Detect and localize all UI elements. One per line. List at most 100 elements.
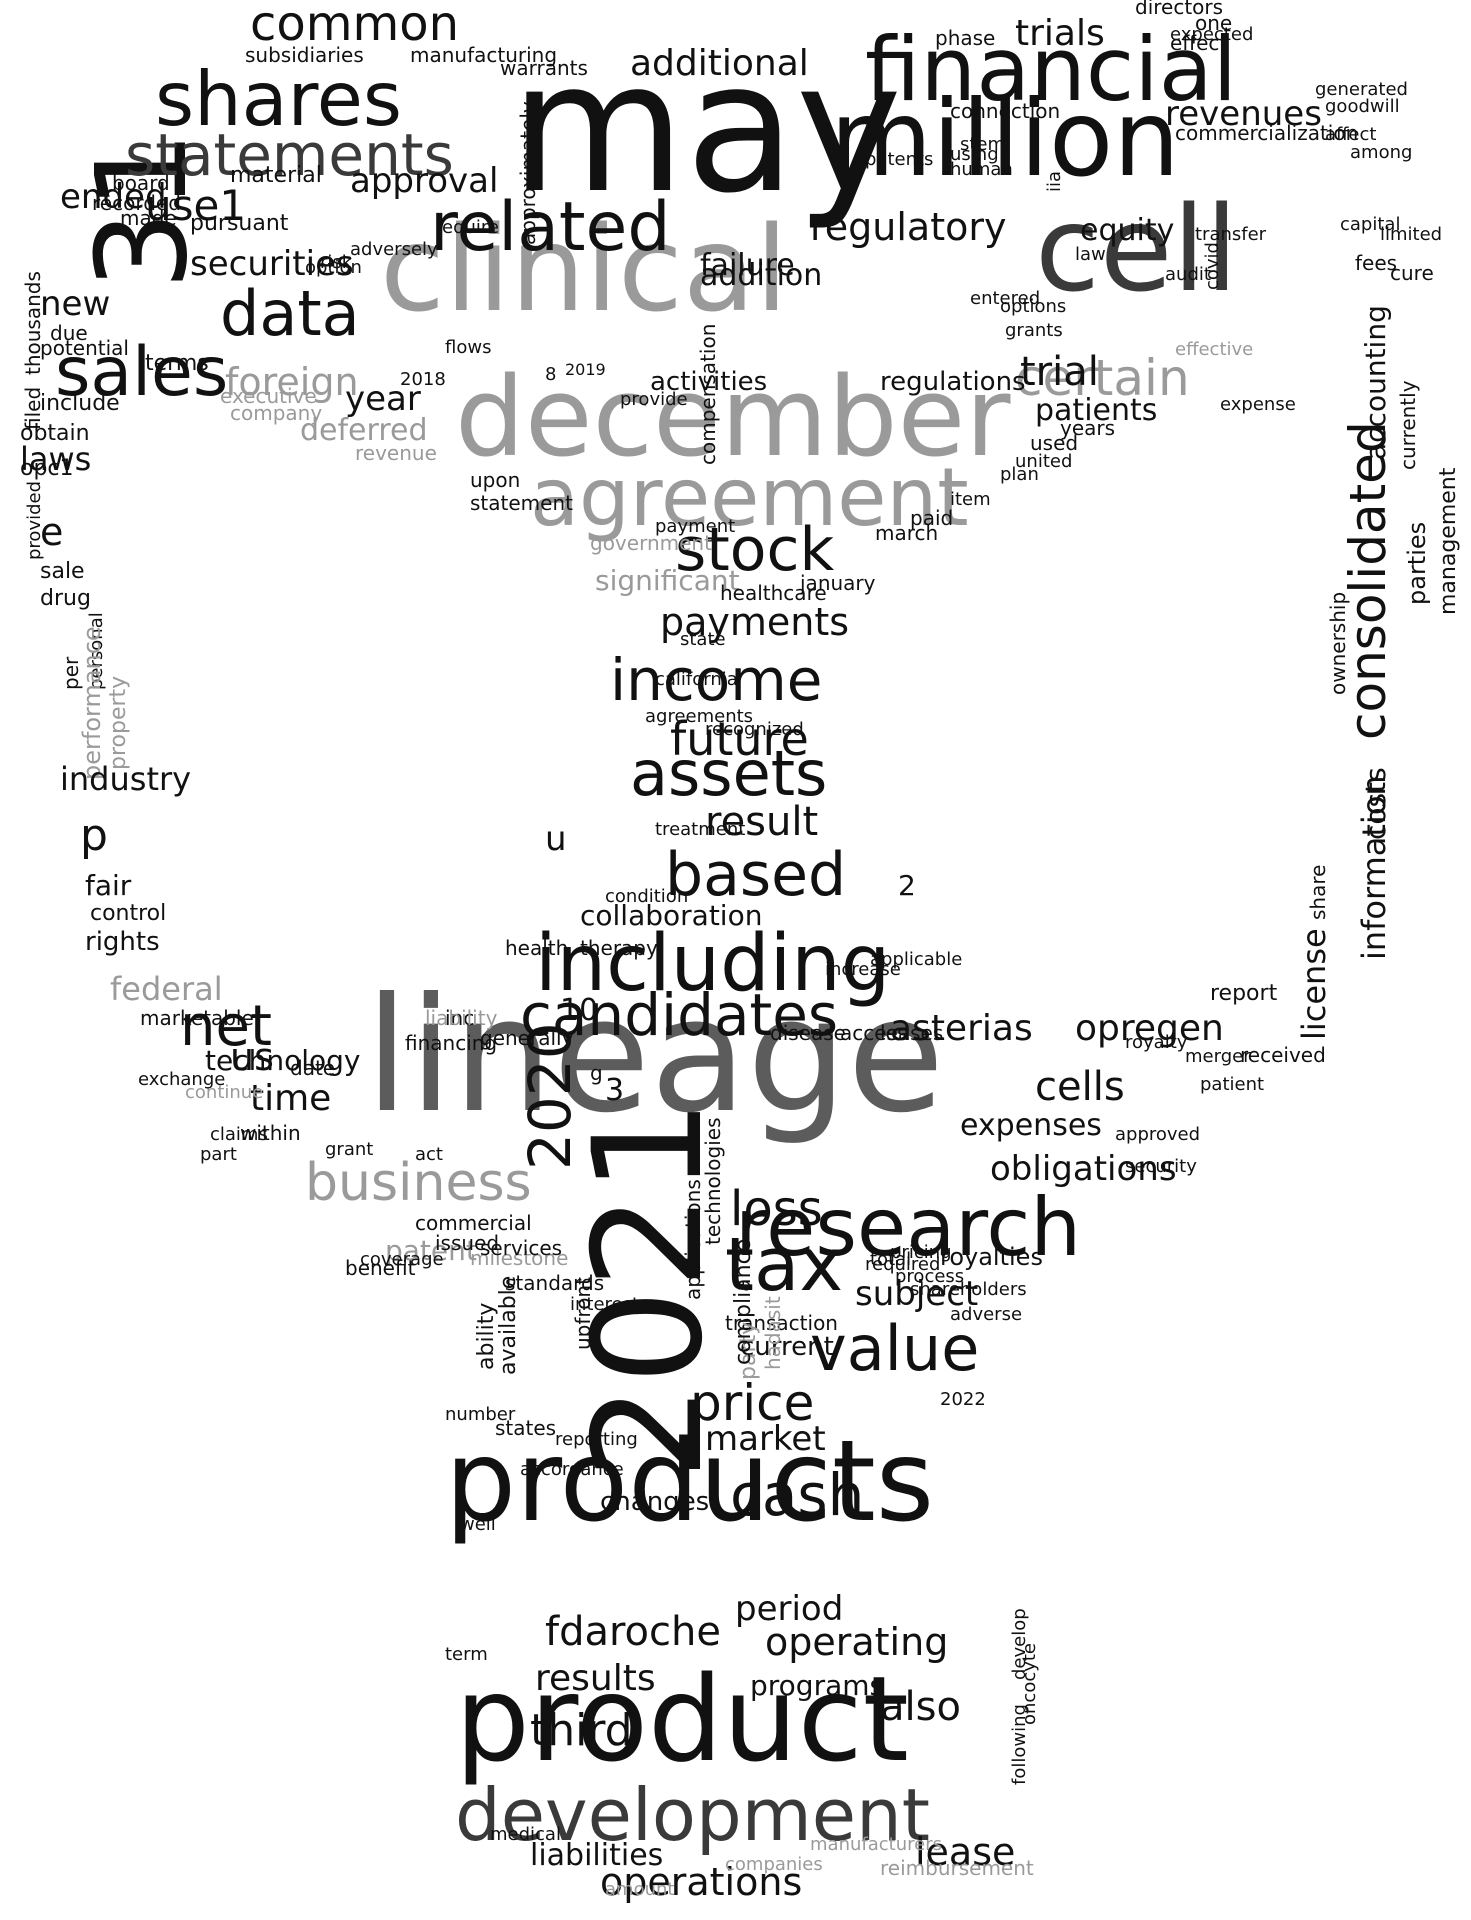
word-provide: provide: [620, 389, 688, 410]
word-e: e: [40, 510, 63, 554]
word-parties: parties: [1403, 522, 1431, 605]
word-opregen: opregen: [1075, 1008, 1224, 1049]
word-reimbursement: reimbursement: [880, 1856, 1034, 1880]
word-transaction: transaction: [725, 1311, 838, 1335]
word-health: health: [505, 936, 568, 960]
word-result: result: [705, 799, 818, 845]
word-pursuant: pursuant: [190, 211, 289, 236]
word-p: p: [80, 810, 108, 861]
word-products: products: [445, 1417, 934, 1547]
word-approximately: approximately: [516, 101, 540, 245]
word-results: results: [535, 1658, 656, 1699]
word-ended: ended: [60, 177, 167, 217]
word-process: process: [895, 1266, 964, 1287]
word-material: material: [230, 163, 322, 188]
word-failure: failure: [700, 248, 795, 283]
word-market: market: [705, 1419, 826, 1459]
word-activities: activities: [650, 367, 767, 397]
word-item: item: [950, 489, 991, 510]
word-payments: payments: [660, 600, 849, 644]
word-shares: shares: [155, 55, 402, 143]
word-received: received: [1240, 1043, 1326, 1067]
word-milestone: milestone: [470, 1246, 568, 1270]
word-collaboration: collaboration: [580, 899, 762, 932]
word-financial: financial: [865, 18, 1237, 121]
word-act: act: [415, 1144, 443, 1165]
word-business: business: [305, 1153, 532, 1213]
word-subsidiaries: subsidiaries: [245, 43, 364, 67]
word-amount: amount: [605, 1879, 674, 1900]
word-continue: continue: [185, 1082, 263, 1103]
word-thousands: thousands: [21, 271, 45, 375]
word-generally: generally: [480, 1026, 574, 1050]
word-hadasit: hadasit: [761, 1296, 785, 1370]
word-made: made: [120, 206, 177, 230]
word-therapy: therapy: [580, 936, 658, 960]
word-third: third: [530, 1705, 633, 1756]
word-covid: covid: [1202, 242, 1223, 290]
word-cure: cure: [1390, 261, 1434, 285]
word-oncocyte: oncocyte: [1019, 1643, 1040, 1725]
word-shareholders: shareholders: [910, 1279, 1027, 1300]
word-patents: patents: [865, 149, 933, 170]
word-security: security: [1125, 1156, 1197, 1177]
word-date: date: [290, 1056, 335, 1080]
word-expense: expense: [1220, 394, 1296, 415]
word-california: california: [655, 669, 738, 690]
word-approval: approval: [350, 161, 498, 201]
word-disease: disease: [770, 1021, 846, 1045]
word-approved: approved: [1115, 1124, 1200, 1145]
word-period: period: [735, 1589, 843, 1629]
word-applicable: applicable: [870, 949, 962, 970]
word-trials: trials: [1015, 13, 1105, 54]
word-current: current: [740, 1332, 834, 1362]
word-revenue: revenue: [355, 441, 437, 465]
word-services: services: [480, 1236, 562, 1260]
word-affect: affect: [1325, 124, 1376, 145]
word-adverse: adverse: [950, 1304, 1022, 1325]
word-common: common: [250, 0, 459, 52]
word-securities: securities: [190, 244, 354, 284]
word-state: state: [680, 629, 726, 650]
word-patent: patent: [385, 1234, 477, 1267]
word-research: research: [735, 1181, 1081, 1274]
word-board: board: [112, 171, 170, 195]
word-cell: cell: [1035, 180, 1238, 318]
word-year: year: [345, 379, 421, 419]
word-part: part: [200, 1144, 237, 1165]
word-drug: drug: [40, 586, 91, 611]
word-option: option: [305, 257, 362, 278]
word-compliance: compliance: [731, 1239, 756, 1365]
word-including: including: [535, 919, 890, 1009]
word-sale: sale: [40, 559, 85, 584]
word-company: company: [230, 401, 322, 425]
word-value: value: [810, 1312, 979, 1385]
word-entered: entered: [970, 288, 1040, 309]
word-term: term: [445, 1644, 488, 1665]
word-liability: liability: [425, 1006, 498, 1030]
word-asterias: asterias: [890, 1008, 1033, 1049]
word-information: information: [1355, 775, 1393, 960]
word-2022: 2022: [940, 1389, 986, 1410]
word-treatment: treatment: [655, 819, 745, 840]
word-net: net: [180, 994, 272, 1059]
word-include: include: [40, 391, 120, 416]
word-risk: risk: [320, 252, 353, 273]
word-operating: operating: [765, 1620, 948, 1664]
word-access: access: [840, 1021, 907, 1045]
word-fees: fees: [1355, 251, 1397, 275]
word-fdaroche: fdaroche: [545, 1609, 721, 1655]
word-agreements: agreements: [645, 706, 753, 727]
word-opc1: opc1: [20, 456, 74, 481]
word-loss: loss: [730, 1181, 823, 1237]
word-due: due: [50, 321, 88, 345]
word-healthcare: healthcare: [720, 581, 827, 605]
word-march: march: [875, 521, 938, 545]
word-pricing: pricing: [890, 1242, 952, 1263]
word-2021: 2021: [562, 1098, 736, 1480]
word-exchange: exchange: [138, 1069, 225, 1090]
word-using: using: [950, 144, 999, 165]
word-paid: paid: [910, 506, 953, 530]
word-regulations: regulations: [880, 367, 1026, 397]
